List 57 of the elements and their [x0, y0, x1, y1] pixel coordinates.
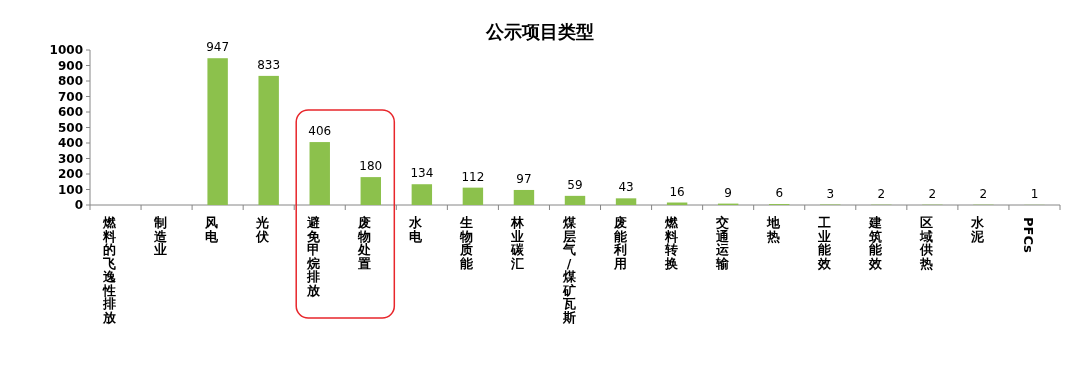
x-tick-label: 燃料的飞逸性排放 — [102, 215, 118, 325]
x-tick-label: 交通运输 — [714, 215, 730, 271]
data-label: 3 — [826, 186, 835, 201]
y-tick-label: 300 — [57, 151, 83, 166]
bar — [411, 184, 433, 205]
x-tick-label: 建筑能效 — [867, 215, 883, 271]
x-tick-label: 地热 — [765, 215, 781, 244]
data-label: 2 — [979, 186, 988, 201]
data-label: 180 — [359, 159, 383, 174]
x-tick-label: PFCs — [1020, 217, 1036, 253]
y-tick-label: 700 — [57, 89, 83, 104]
chart-title: 公示项目类型 — [485, 21, 594, 42]
x-tick-label: 避免甲烷排放 — [306, 215, 322, 298]
y-tick-label: 800 — [57, 74, 83, 88]
bar — [462, 187, 484, 205]
data-label: 59 — [567, 177, 583, 192]
bar — [615, 198, 637, 205]
y-tick-label: 200 — [57, 167, 83, 181]
x-tick-label: 生物质能 — [459, 215, 475, 271]
data-label: 9 — [724, 185, 732, 200]
y-tick-label: 400 — [57, 136, 83, 150]
data-label: 406 — [308, 124, 332, 139]
bar — [258, 75, 279, 205]
x-tick-label: 风电 — [204, 215, 220, 244]
y-tick-label: 100 — [57, 182, 83, 197]
x-tick-label: 光伏 — [255, 215, 271, 244]
data-label: 1 — [1030, 186, 1039, 201]
bar — [207, 58, 228, 205]
data-label: 97 — [516, 171, 532, 186]
data-label: 947 — [206, 40, 230, 55]
x-tick-label: 燃料转换 — [663, 215, 679, 271]
x-tick-label: 废物处置 — [357, 215, 372, 271]
x-tick-label: 区域供热 — [918, 215, 933, 271]
data-label: 112 — [461, 169, 485, 184]
x-tick-label: 煤层气/煤矿瓦斯 — [561, 215, 577, 325]
y-tick-label: 0 — [74, 198, 83, 212]
bar — [360, 177, 381, 205]
data-label: 16 — [669, 184, 685, 199]
data-label: 134 — [410, 166, 434, 181]
bar — [564, 195, 586, 205]
data-label: 6 — [775, 186, 784, 201]
y-tick-label: 900 — [57, 58, 83, 73]
y-tick-label: 1000 — [49, 43, 83, 57]
x-tick-label: 制造业 — [153, 215, 168, 257]
x-tick-label: 废能利用 — [612, 215, 628, 271]
data-label: 833 — [257, 57, 281, 72]
bar — [309, 142, 330, 205]
bar — [513, 189, 535, 205]
y-tick-label: 500 — [57, 120, 83, 135]
data-label: 2 — [877, 186, 886, 201]
y-tick-label: 600 — [57, 105, 83, 119]
x-tick-label: 水泥 — [969, 215, 985, 244]
data-label: 43 — [618, 180, 634, 195]
data-label: 2 — [928, 186, 937, 201]
x-tick-label: 水电 — [408, 215, 424, 244]
x-tick-label: 林业碳汇 — [510, 215, 526, 271]
x-tick-label: 工业能效 — [816, 215, 832, 271]
